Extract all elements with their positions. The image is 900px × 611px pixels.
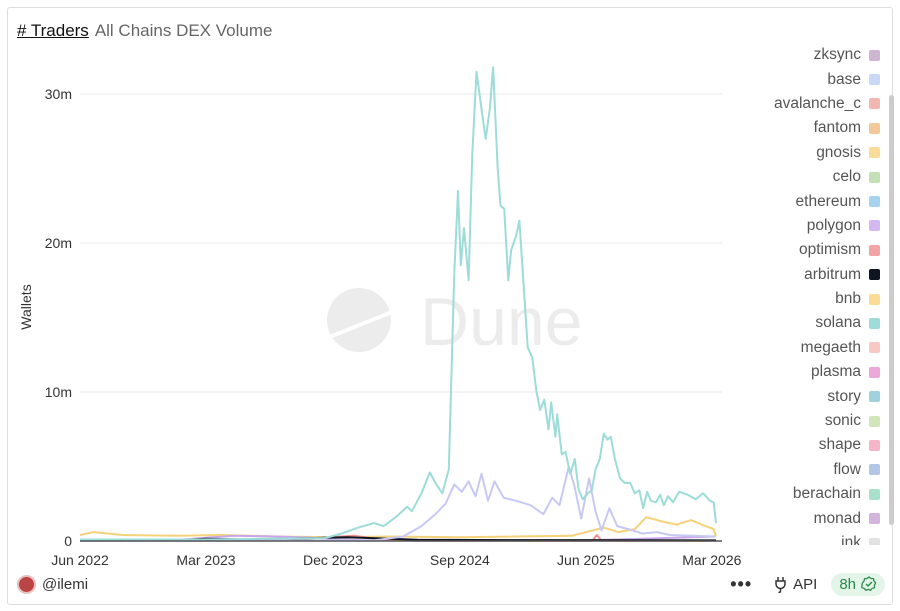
- legend-item-sonic[interactable]: sonic: [740, 409, 880, 433]
- legend-item-solana[interactable]: solana: [740, 311, 880, 335]
- legend-label: flow: [833, 460, 861, 478]
- legend-swatch: [869, 49, 880, 61]
- legend-swatch: [869, 244, 880, 256]
- series-line-base: [79, 465, 717, 542]
- legend-label: optimism: [798, 241, 861, 259]
- legend-label: story: [827, 387, 861, 405]
- legend-label: zksync: [813, 46, 861, 64]
- legend-label: ethereum: [795, 192, 861, 210]
- legend-label: bnb: [835, 290, 861, 308]
- legend-item-celo[interactable]: celo: [740, 165, 880, 189]
- legend-swatch: [869, 122, 880, 134]
- legend-item-ink[interactable]: ink: [740, 531, 880, 545]
- legend-label: base: [827, 70, 861, 88]
- legend-label: polygon: [806, 216, 861, 234]
- dune-watermark: Dune: [326, 284, 583, 360]
- legend-item-fantom[interactable]: fantom: [740, 116, 880, 140]
- legend-label: arbitrum: [804, 265, 861, 283]
- legend-label: gnosis: [816, 143, 861, 161]
- legend-swatch: [869, 293, 880, 305]
- svg-text:Dune: Dune: [420, 284, 583, 360]
- legend-item-base[interactable]: base: [740, 67, 880, 91]
- legend-item-optimism[interactable]: optimism: [740, 238, 880, 262]
- legend-swatch: [869, 391, 880, 403]
- legend-swatch: [869, 464, 880, 476]
- legend-label: shape: [818, 436, 861, 454]
- legend-item-polygon[interactable]: polygon: [740, 214, 880, 238]
- series-line-bnb: [79, 516, 717, 539]
- legend-item-avalanche_c[interactable]: avalanche_c: [740, 92, 880, 116]
- footer: @ilemi ••• API 8h: [17, 572, 885, 596]
- avatar[interactable]: [17, 574, 36, 594]
- refresh-interval: 8h: [839, 575, 856, 593]
- plug-icon: [775, 577, 786, 593]
- y-tick-label: 10m: [45, 384, 72, 400]
- legend-item-plasma[interactable]: plasma: [740, 360, 880, 384]
- legend-item-flow[interactable]: flow: [740, 458, 880, 482]
- legend-swatch: [869, 488, 880, 500]
- legend-item-zksync[interactable]: zksync: [740, 43, 880, 67]
- legend-label: ink: [841, 534, 861, 545]
- legend-swatch: [869, 171, 880, 183]
- legend-swatch: [869, 366, 880, 378]
- y-tick-label: 20m: [45, 235, 72, 251]
- legend-swatch: [869, 537, 880, 545]
- legend-swatch: [869, 439, 880, 451]
- refresh-badge[interactable]: 8h: [831, 572, 885, 596]
- legend-swatch: [869, 317, 880, 329]
- legend-item-shape[interactable]: shape: [740, 433, 880, 457]
- y-tick-label: 30m: [45, 86, 72, 102]
- x-tick-label: Mar 2026: [682, 552, 741, 568]
- chart-header: # Traders All Chains DEX Volume: [17, 21, 272, 41]
- legend-label: solana: [815, 314, 861, 332]
- x-tick-label: Mar 2023: [176, 552, 235, 568]
- x-tick-label: Sep 2024: [430, 552, 490, 568]
- legend-label: sonic: [824, 412, 861, 430]
- query-link[interactable]: # Traders: [17, 21, 89, 40]
- legend-item-arbitrum[interactable]: arbitrum: [740, 263, 880, 287]
- legend-swatch: [869, 415, 880, 427]
- y-tick-label: 0: [64, 533, 72, 549]
- legend-swatch: [869, 196, 880, 208]
- legend-swatch: [869, 269, 880, 281]
- legend-swatch: [869, 147, 880, 159]
- y-axis-label: Wallets: [18, 284, 34, 329]
- api-label: API: [793, 575, 818, 593]
- legend-item-ethereum[interactable]: ethereum: [740, 189, 880, 213]
- author-link[interactable]: @ilemi: [42, 575, 89, 593]
- legend-label: monad: [813, 509, 861, 527]
- legend-item-gnosis[interactable]: gnosis: [740, 141, 880, 165]
- more-options-button[interactable]: •••: [730, 573, 753, 594]
- legend-item-bnb[interactable]: bnb: [740, 287, 880, 311]
- legend-swatch: [869, 98, 880, 110]
- legend-item-monad[interactable]: monad: [740, 506, 880, 530]
- legend-swatch: [869, 513, 880, 525]
- legend-swatch: [869, 342, 880, 354]
- legend-label: plasma: [811, 363, 861, 381]
- legend-item-berachain[interactable]: berachain: [740, 482, 880, 506]
- series-line-solana: [80, 66, 717, 541]
- x-tick-label: Jun 2022: [51, 552, 109, 568]
- legend-label: berachain: [792, 485, 861, 503]
- legend-swatch: [869, 74, 880, 86]
- legend-label: celo: [832, 168, 861, 186]
- legend-label: megaeth: [800, 338, 861, 356]
- legend-swatch: [869, 220, 880, 232]
- legend-item-story[interactable]: story: [740, 384, 880, 408]
- legend-label: avalanche_c: [773, 94, 861, 112]
- x-tick-label: Jun 2025: [557, 552, 615, 568]
- visualization-title: All Chains DEX Volume: [94, 21, 273, 40]
- api-button[interactable]: API: [772, 575, 817, 593]
- x-tick-label: Dec 2023: [303, 552, 363, 568]
- legend-label: fantom: [813, 119, 861, 137]
- verified-check-icon: [861, 576, 877, 592]
- legend-scrollbar[interactable]: [889, 95, 894, 525]
- legend-item-megaeth[interactable]: megaeth: [740, 336, 880, 360]
